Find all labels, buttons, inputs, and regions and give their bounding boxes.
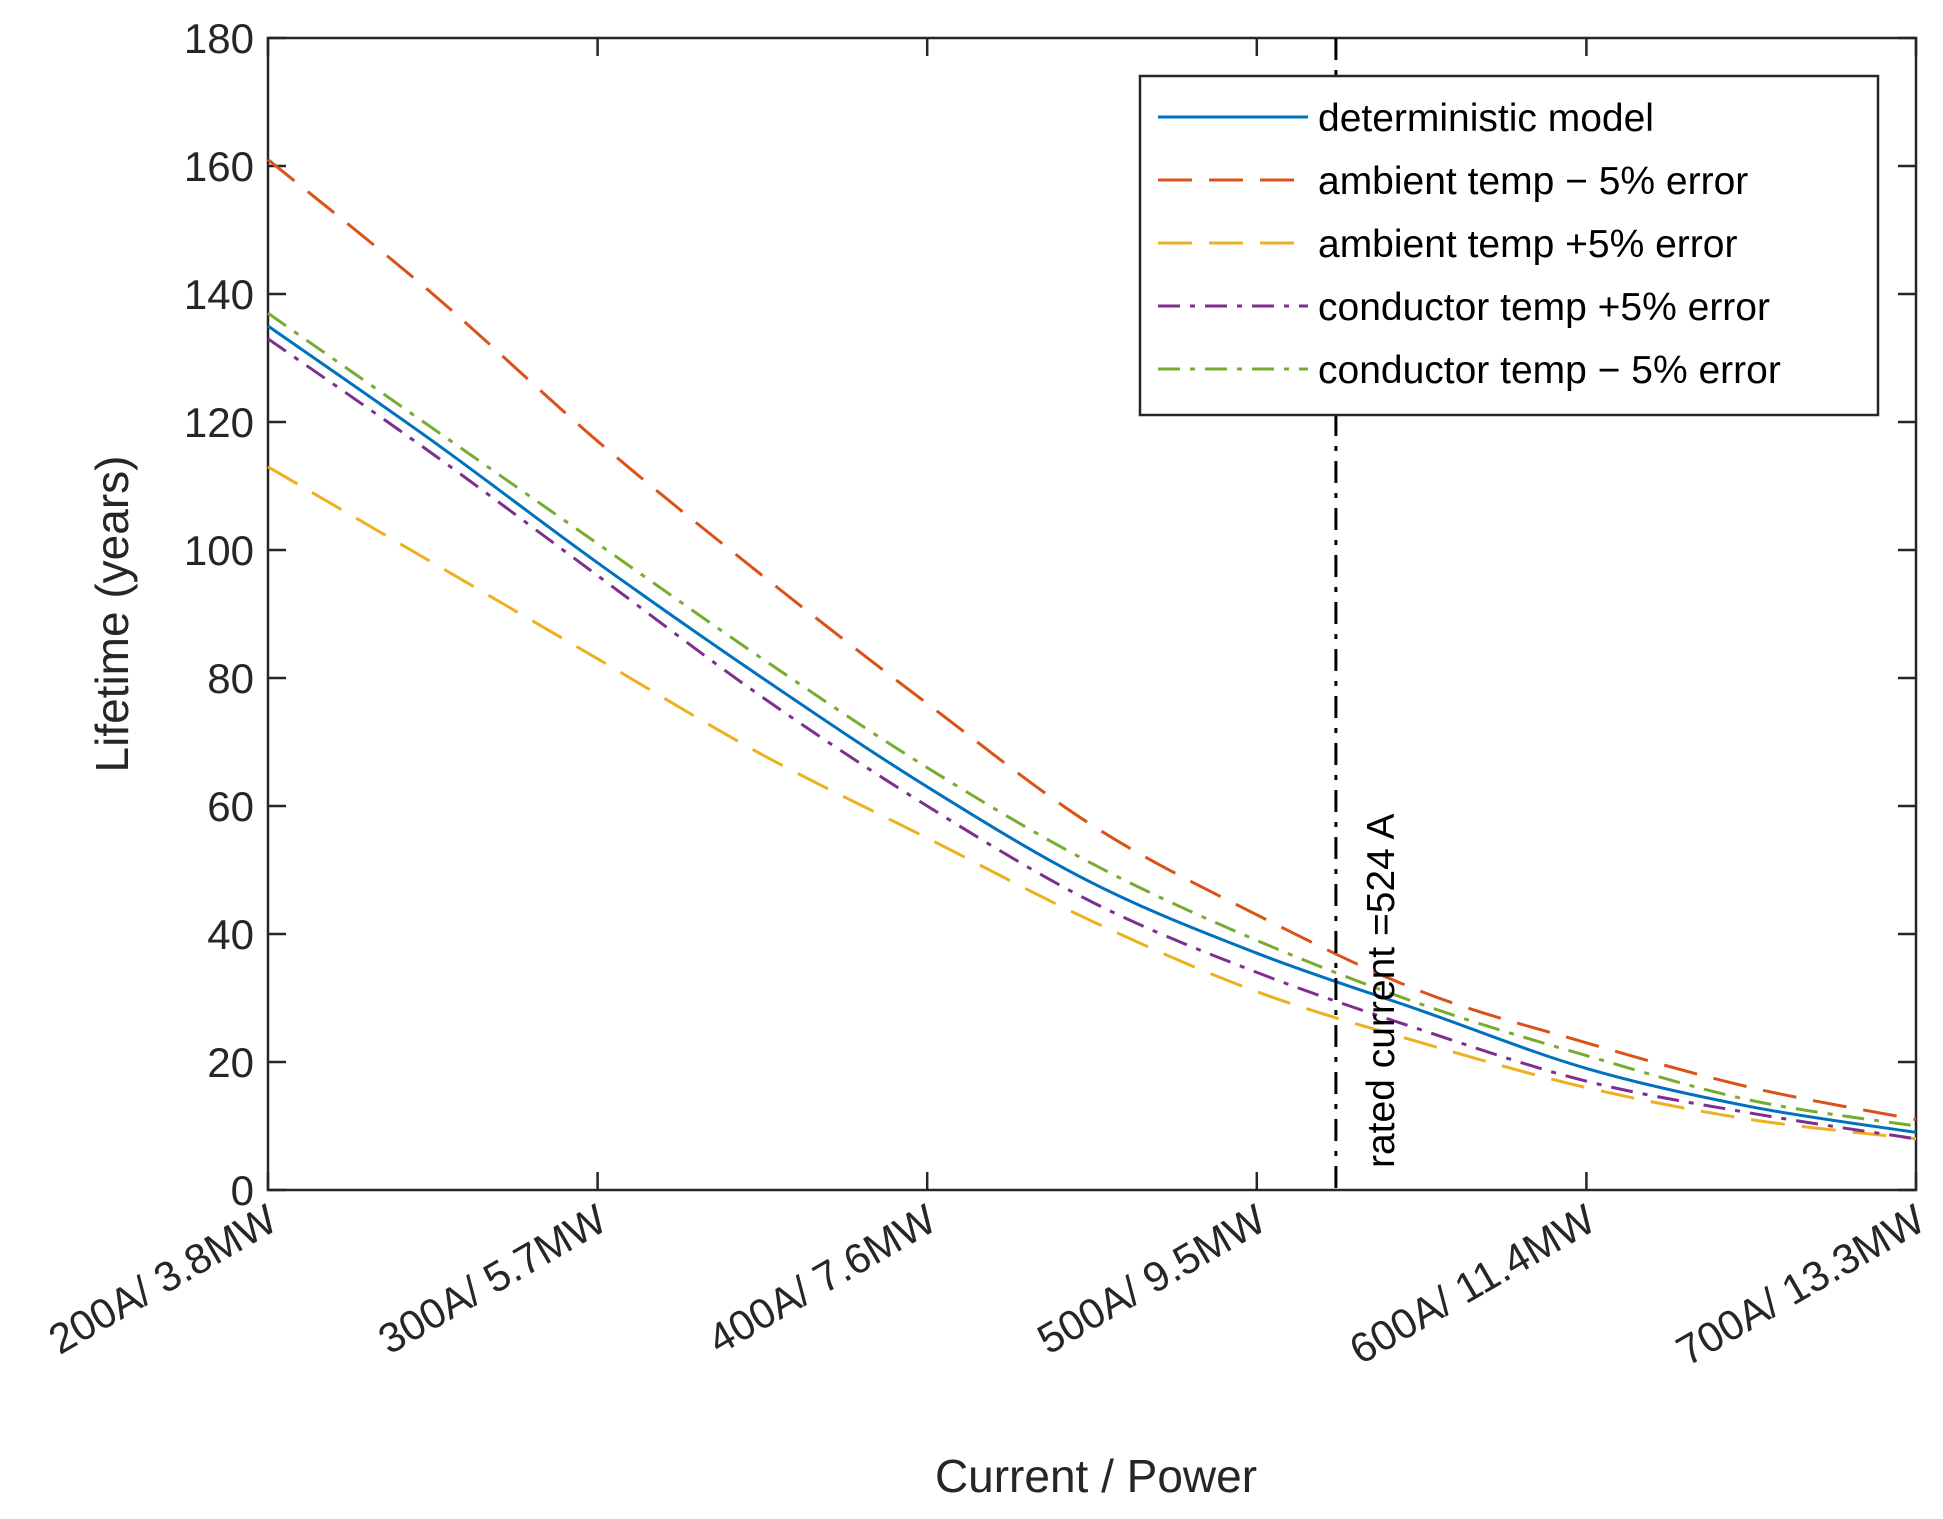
x-tick-label: 300A/ 5.7MW: [370, 1195, 614, 1363]
legend-label-4: conductor temp +5% error: [1318, 286, 1770, 329]
y-tick-label: 180: [184, 15, 254, 62]
legend-label-1: deterministic model: [1318, 97, 1654, 140]
x-tick-label: 200A/ 3.8MW: [41, 1195, 285, 1363]
x-tick-label: 500A/ 9.5MW: [1029, 1195, 1273, 1363]
y-axis: 0 20 40 60 80 100 120 140 160 180: [184, 15, 1916, 1214]
legend-label-2: ambient temp − 5% error: [1318, 160, 1748, 203]
x-tick-label: 600A/ 11.4MW: [1342, 1195, 1604, 1373]
y-tick-label: 160: [184, 143, 254, 190]
legend-label-5: conductor temp − 5% error: [1318, 349, 1781, 392]
series-line-5: [267, 311, 1917, 1128]
y-tick-label: 120: [184, 399, 254, 446]
series-line-4: [267, 337, 1917, 1141]
y-axis-label: Lifetime (years): [86, 456, 138, 773]
y-tick-label: 60: [207, 783, 254, 830]
legend-box: [1138, 74, 1880, 417]
series-group: [267, 158, 1917, 1141]
legend-label-3: ambient temp +5% error: [1318, 223, 1737, 266]
y-tick-label: 140: [184, 271, 254, 318]
series-line-1: [267, 324, 1917, 1134]
y-tick-label: 0: [231, 1167, 254, 1214]
rated-current-label: rated current =524 A: [1360, 814, 1403, 1169]
legend: deterministic model ambient temp − 5% err…: [1138, 74, 1880, 417]
y-tick-label: 20: [207, 1039, 254, 1086]
x-axis-label: Current / Power: [935, 1450, 1257, 1502]
series-line-3: [267, 465, 1917, 1141]
y-tick-label: 40: [207, 911, 254, 958]
x-tick-label: 700A/ 13.3MW: [1668, 1195, 1932, 1375]
y-tick-label: 80: [207, 655, 254, 702]
series-line-2: [267, 158, 1917, 1122]
x-tick-label: 400A/ 7.6MW: [700, 1195, 944, 1363]
y-tick-label: 100: [184, 527, 254, 574]
